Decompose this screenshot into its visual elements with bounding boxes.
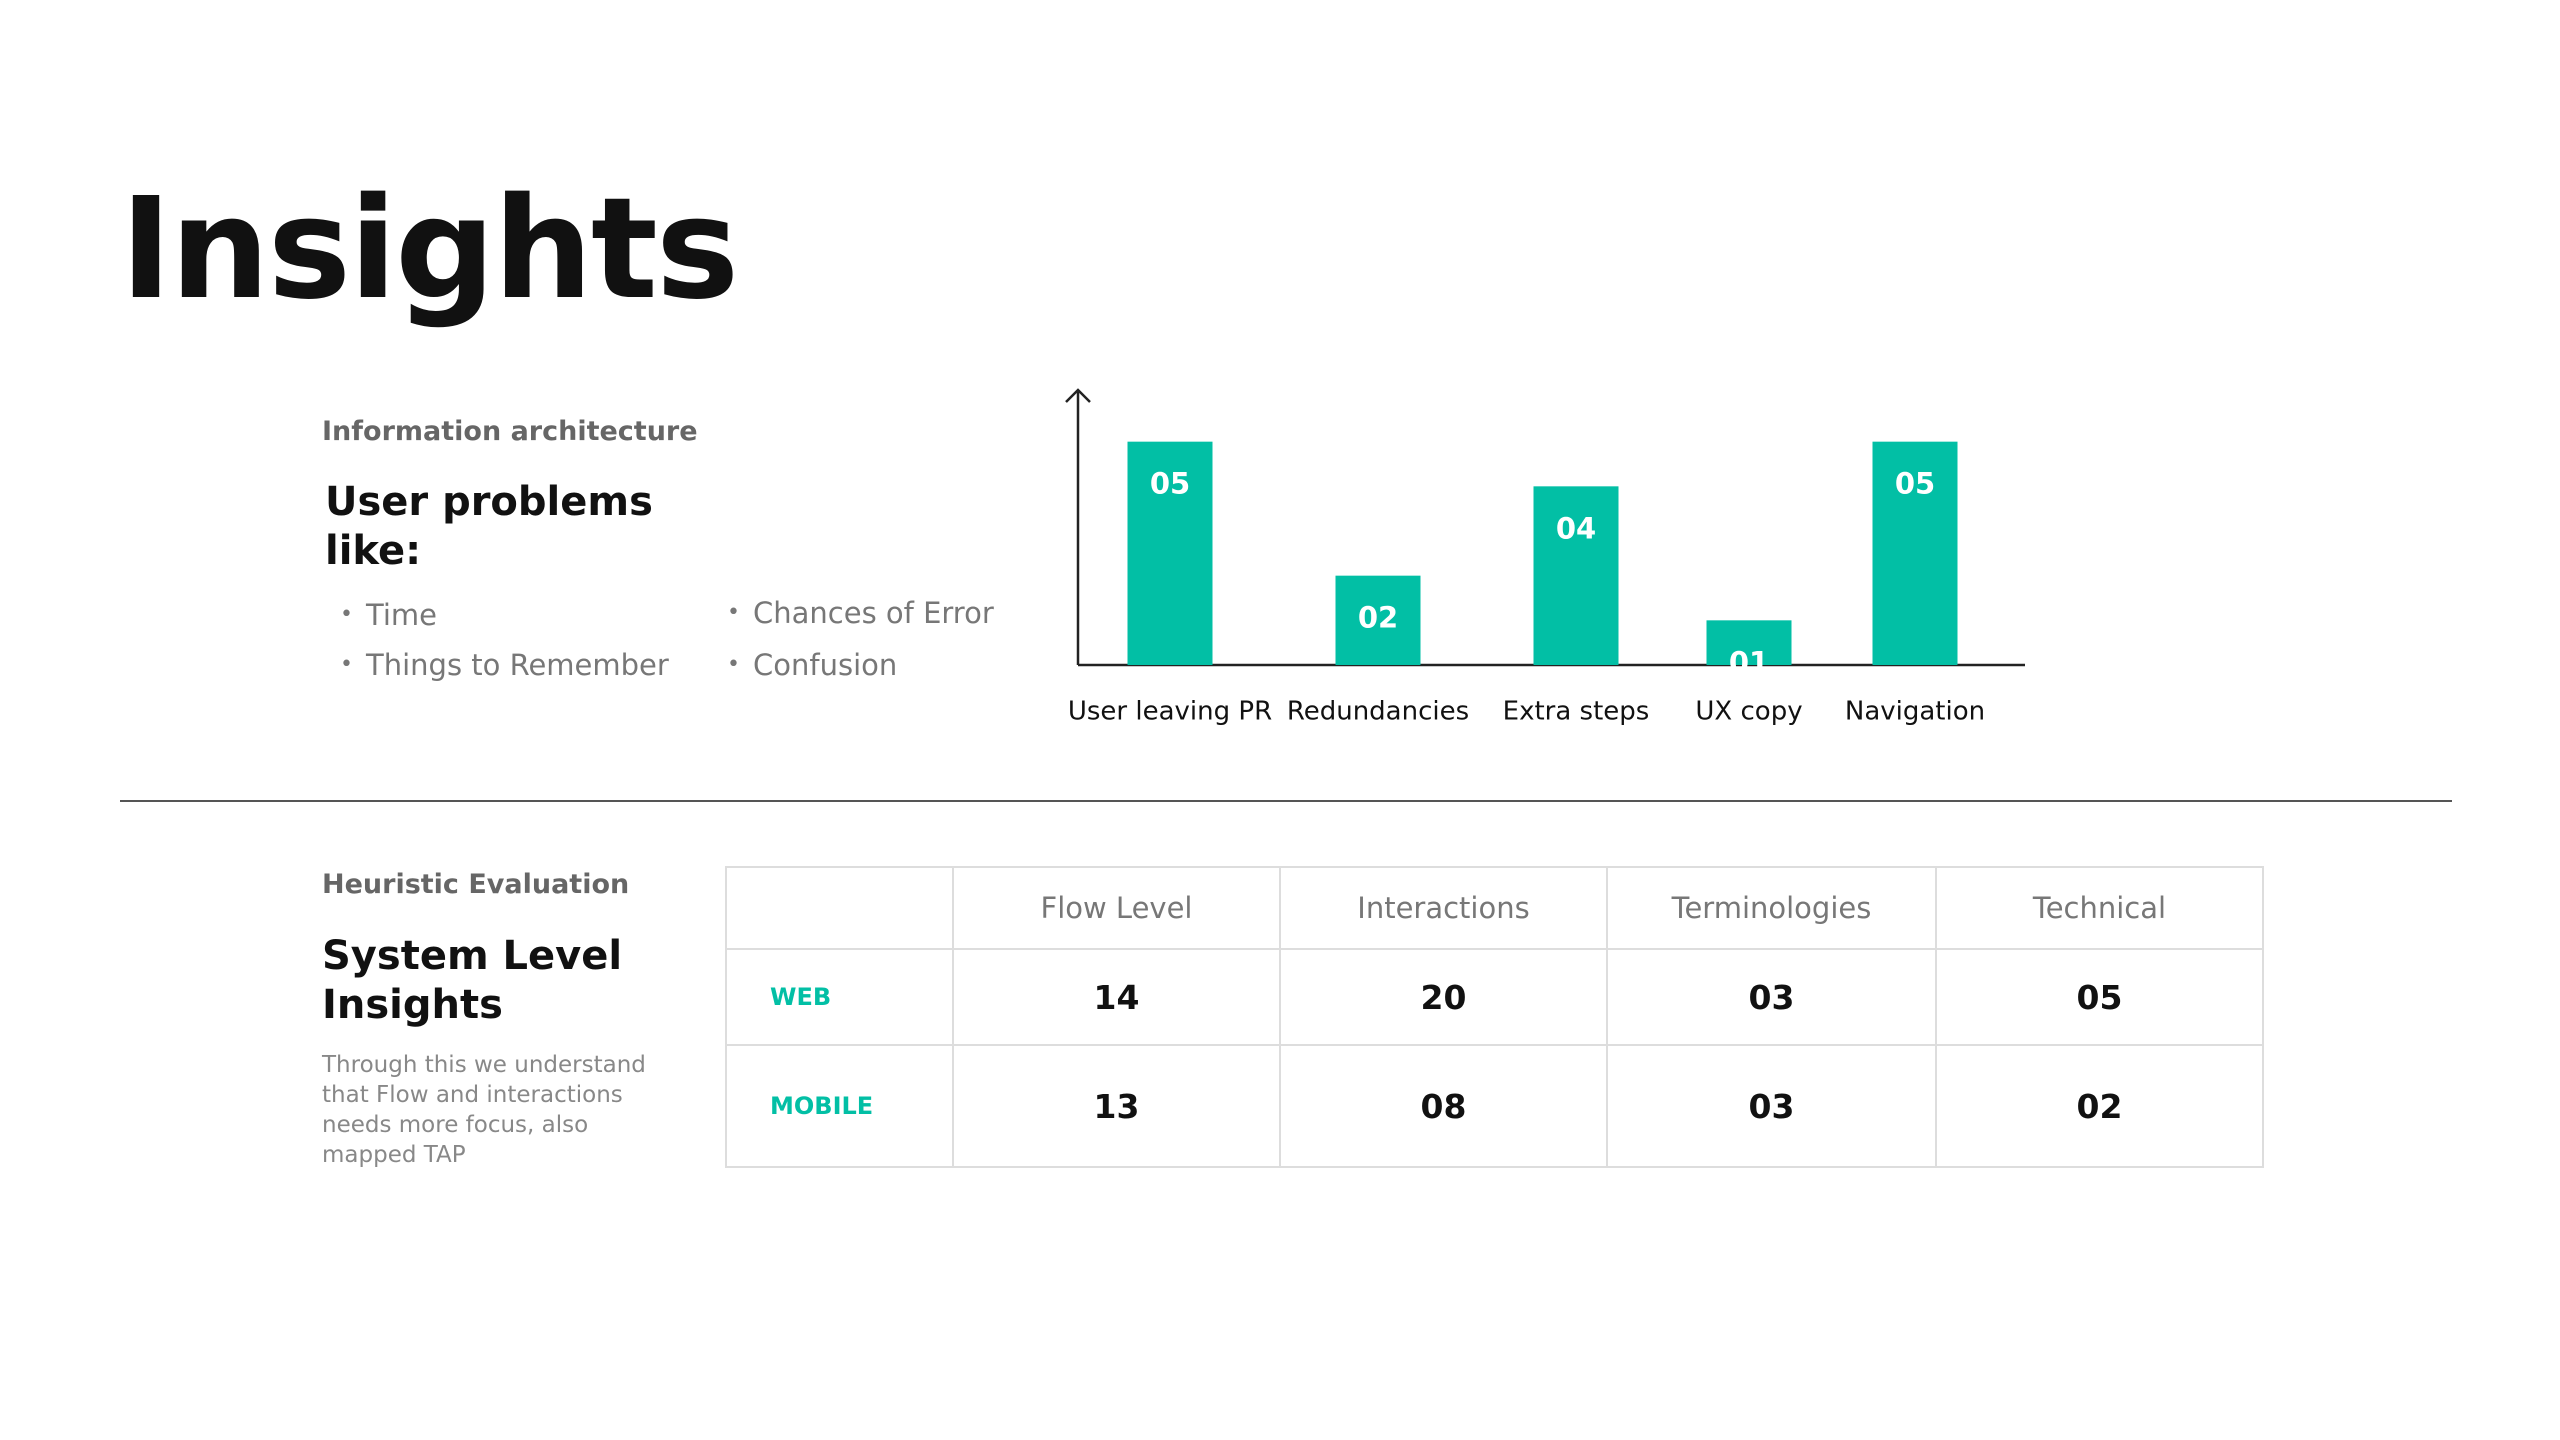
row-label: MOBILE [725, 1044, 954, 1168]
section-body: Through this we understand that Flow and… [322, 1052, 646, 1168]
divider [120, 800, 2452, 802]
section-eyebrow: Heuristic Evaluation [322, 869, 630, 900]
bullet: Chances of Error [727, 596, 994, 630]
bar-chart: 05 User leaving PR 02 Redundancies 04 Extra s… [1065, 388, 2025, 727]
value-label: 02 [1358, 601, 1398, 635]
table-cell: 05 [1935, 948, 2264, 1046]
header-cell [725, 866, 954, 950]
header-cell: Interactions [1279, 866, 1608, 950]
table-cell: 13 [952, 1044, 1281, 1168]
section-heading: User problems like: [325, 479, 653, 574]
table-cell: 20 [1279, 948, 1608, 1046]
heuristic-table: Flow Level Interactions Terminologies Techn… [725, 866, 2264, 1168]
value-label: 04 [1556, 511, 1596, 545]
header-cell: Technical [1935, 866, 2264, 950]
axis-arrow [1065, 388, 1091, 403]
bar [1335, 575, 1421, 665]
x-tick-label: Navigation [1845, 697, 1985, 727]
section-eyebrow: Information architecture [322, 416, 698, 447]
header-cell: Flow Level [952, 866, 1281, 950]
value-label: 05 [1895, 467, 1935, 501]
table-cell: 03 [1606, 1044, 1937, 1168]
table-cell: 03 [1606, 948, 1937, 1046]
section-heading: System Level Insights [322, 933, 623, 1028]
table-cell: 08 [1279, 1044, 1608, 1168]
table-row: WEB 14 20 03 05 [725, 948, 2264, 1046]
bullet: Confusion [727, 648, 897, 682]
value-label: 05 [1150, 467, 1190, 501]
bullet: Things to Remember [340, 648, 669, 682]
bar [1706, 620, 1792, 665]
page-title: Insights [120, 168, 739, 331]
header-cell: Terminologies [1606, 866, 1937, 950]
bullet: Time [340, 598, 437, 632]
table-cell: 14 [952, 948, 1281, 1046]
bar [1872, 441, 1958, 665]
header-row: Flow Level Interactions Terminologies Techn… [725, 866, 2264, 950]
value-label: 01 [1729, 645, 1769, 679]
bar [1533, 486, 1619, 665]
x-tick-label: Extra steps [1503, 697, 1650, 727]
bar [1127, 441, 1213, 665]
table-cell: 02 [1935, 1044, 2264, 1168]
row-label: WEB [725, 948, 954, 1046]
table-row: MOBILE 13 08 03 02 [725, 1044, 2264, 1168]
x-tick-label: UX copy [1695, 697, 1802, 727]
x-tick-label: User leaving PR [1068, 697, 1272, 727]
x-tick-label: Redundancies [1287, 697, 1469, 727]
